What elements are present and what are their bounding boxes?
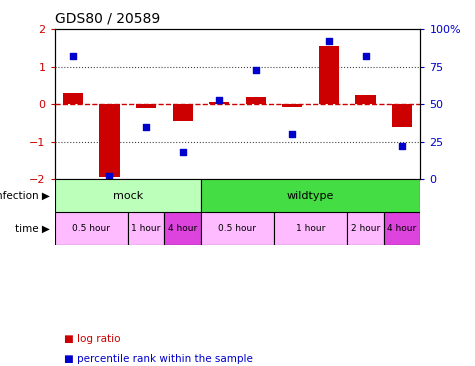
Point — [252, 67, 259, 73]
Bar — [128, 212, 164, 245]
Point — [398, 143, 406, 149]
Bar — [384, 212, 420, 245]
Point — [142, 124, 150, 130]
Text: mock: mock — [113, 191, 143, 201]
Bar — [136, 104, 156, 108]
Bar — [274, 212, 347, 245]
Bar — [172, 104, 193, 121]
Bar — [209, 102, 229, 104]
Point — [289, 131, 296, 137]
Text: ■ log ratio: ■ log ratio — [64, 333, 121, 344]
Bar — [63, 93, 83, 104]
Text: 1 hour: 1 hour — [132, 224, 161, 233]
Text: wildtype: wildtype — [287, 191, 334, 201]
Text: 4 hour: 4 hour — [168, 224, 197, 233]
Text: 0.5 hour: 0.5 hour — [218, 224, 256, 233]
Point — [105, 173, 113, 179]
Bar — [347, 212, 384, 245]
Text: ■ percentile rank within the sample: ■ percentile rank within the sample — [64, 354, 253, 364]
Bar — [55, 212, 128, 245]
Text: infection ▶: infection ▶ — [0, 191, 50, 201]
Text: GDS80 / 20589: GDS80 / 20589 — [55, 12, 160, 26]
Bar — [201, 212, 274, 245]
Bar — [282, 104, 303, 107]
Bar — [246, 97, 266, 104]
Point — [216, 97, 223, 103]
Bar — [319, 46, 339, 104]
Point — [69, 53, 77, 59]
Text: time ▶: time ▶ — [15, 224, 50, 234]
Bar — [201, 179, 420, 212]
Bar — [99, 104, 120, 178]
Text: 4 hour: 4 hour — [388, 224, 417, 233]
Text: 2 hour: 2 hour — [351, 224, 380, 233]
Point — [179, 149, 186, 155]
Point — [362, 53, 370, 59]
Text: 0.5 hour: 0.5 hour — [72, 224, 110, 233]
Bar — [164, 212, 201, 245]
Bar — [355, 95, 376, 104]
Bar — [55, 179, 201, 212]
Text: 1 hour: 1 hour — [296, 224, 325, 233]
Point — [325, 38, 332, 44]
Bar — [392, 104, 412, 127]
